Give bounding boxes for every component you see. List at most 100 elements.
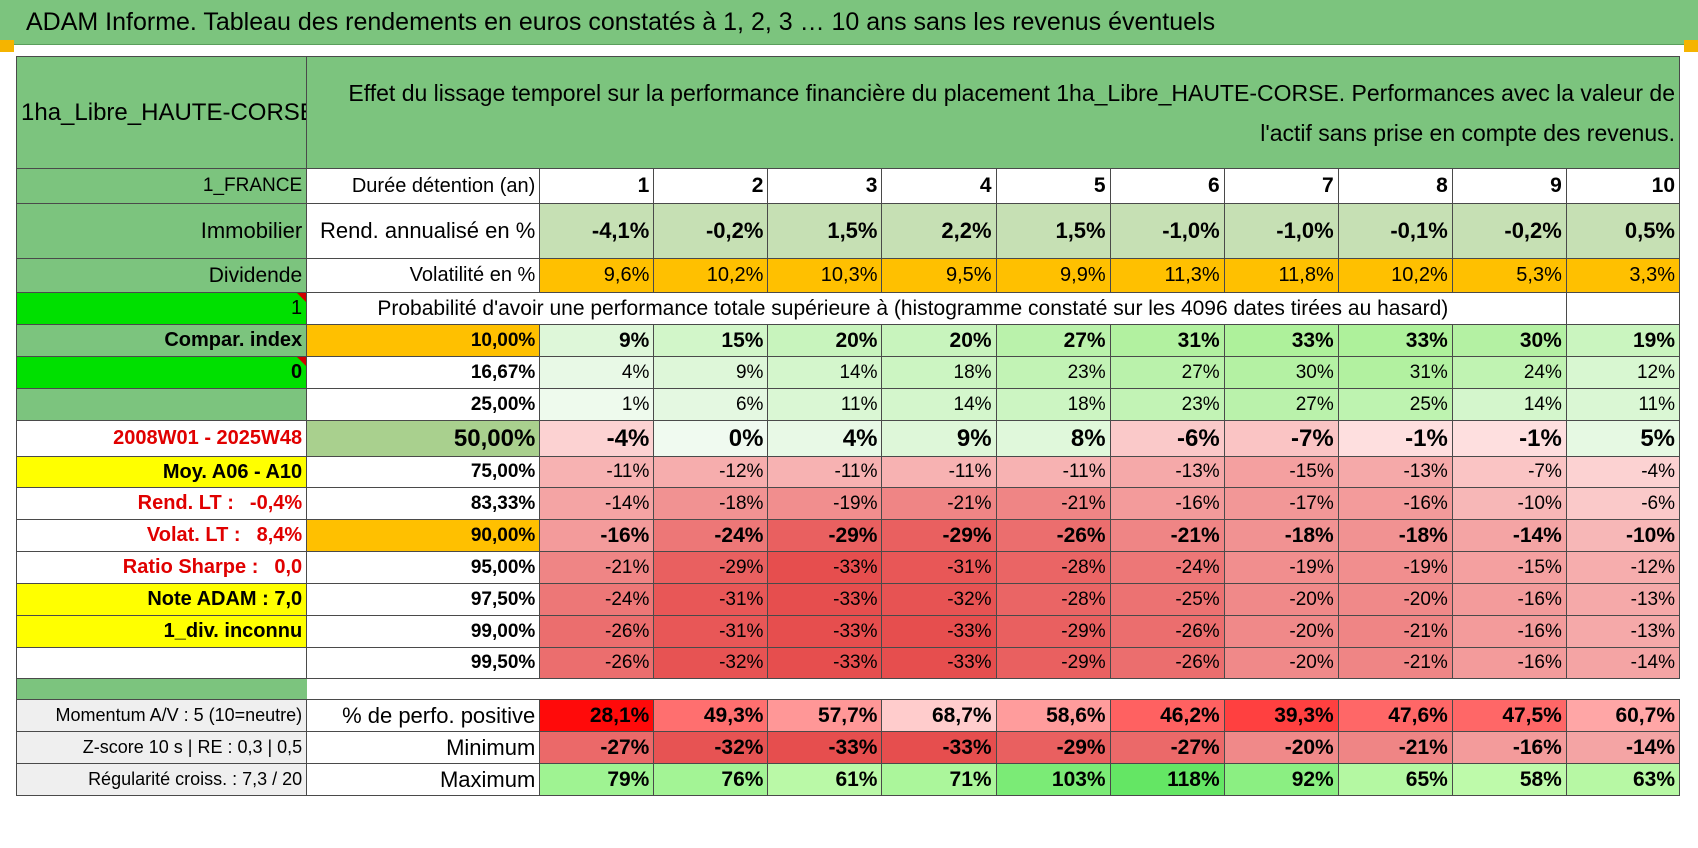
percentile-row: Ratio Sharpe :0,0 95,00% -21% -29% -33% -31% -…: [15, 551, 1681, 584]
percentile-label: 99,00%: [306, 615, 541, 648]
minimum-cell-3: -33%: [767, 731, 883, 764]
percentile-value: -18%: [1337, 519, 1453, 552]
rend-cell-9: -0,2%: [1451, 203, 1567, 259]
percentile-value: -4%: [539, 420, 655, 457]
percentile-value: -16%: [1451, 615, 1567, 648]
percentile-value: -33%: [767, 583, 883, 616]
rend-lt-label: Rend. LT :: [137, 492, 234, 514]
percentile-row: 25,00% 1% 6% 11% 14% 18% 23% 27% 25% 14% 11%: [15, 388, 1681, 421]
percentile-value: 4%: [767, 420, 883, 457]
percentile-value: -20%: [1223, 647, 1339, 679]
percentile-value: -16%: [1451, 583, 1567, 616]
percentile-value: -21%: [881, 487, 997, 520]
percentile-value: -13%: [1565, 615, 1681, 648]
percentile-value: -28%: [995, 583, 1111, 616]
positive-perf-cell-6: 46,2%: [1109, 699, 1225, 732]
percentile-value: 14%: [881, 388, 997, 421]
empty-left-cell: [15, 647, 308, 679]
percentile-value: -14%: [1451, 519, 1567, 552]
percentile-value: -33%: [767, 647, 883, 679]
sharpe-ratio-value: 0,0: [274, 556, 303, 578]
percentile-row: Note ADAM : 7,0 97,50% -24% -31% -33% -32% -28…: [15, 583, 1681, 616]
percentile-value: -24%: [1109, 551, 1225, 584]
percentile-value: -26%: [1109, 647, 1225, 679]
rend-lt-value: -0,4%: [249, 492, 303, 514]
minimum-row: Z-score 10 s | RE : 0,3 | 0,5 Minimum -27%…: [15, 731, 1681, 764]
percentile-value: -29%: [881, 519, 997, 552]
note-adam: Note ADAM : 7,0: [15, 583, 308, 616]
rend-cell-10: 0,5%: [1565, 203, 1681, 259]
percentile-value: 24%: [1451, 356, 1567, 389]
percentile-value: 20%: [767, 324, 883, 357]
percentile-value: -7%: [1451, 456, 1567, 488]
category-label: Immobilier: [15, 203, 308, 259]
percentile-value: 11%: [767, 388, 883, 421]
percentile-value: -13%: [1565, 583, 1681, 616]
percentile-value: 18%: [881, 356, 997, 389]
rend-cell-6: -1,0%: [1109, 203, 1225, 259]
compar-index-label: Compar. index: [15, 324, 308, 357]
positive-perf-cell-3: 57,7%: [767, 699, 883, 732]
percentile-value: -10%: [1451, 487, 1567, 520]
percentile-value: -29%: [995, 615, 1111, 648]
percentile-value: -33%: [881, 647, 997, 679]
year-header-2: 2: [653, 168, 769, 204]
percentile-value: -31%: [653, 615, 769, 648]
percentile-value: -13%: [1337, 456, 1453, 488]
volat-lt-label: Volat. LT :: [146, 524, 241, 546]
empty-cell: [1565, 292, 1681, 325]
volatility-cell-4: 9,5%: [881, 258, 997, 293]
percentile-value: 6%: [653, 388, 769, 421]
flag-2-cell[interactable]: 0: [15, 356, 308, 389]
percentile-value: -26%: [995, 519, 1111, 552]
percentile-label: 83,33%: [306, 487, 541, 520]
maximum-cell-10: 63%: [1565, 763, 1681, 796]
spacer-green-cell: [15, 678, 307, 700]
volatility-cell-6: 11,3%: [1109, 258, 1225, 293]
percentile-value: -24%: [653, 519, 769, 552]
volatility-cell-7: 11,8%: [1223, 258, 1339, 293]
percentile-value: 12%: [1565, 356, 1681, 389]
period-label: 2008W01 - 2025W48: [15, 420, 308, 457]
percentile-value: 20%: [881, 324, 997, 357]
percentile-value: 19%: [1565, 324, 1681, 357]
percentile-value: -17%: [1223, 487, 1339, 520]
percentile-value: -25%: [1109, 583, 1225, 616]
percentile-row: 0 16,67% 4% 9% 14% 18% 23% 27% 30% 31% 24% 12%: [15, 356, 1681, 389]
year-header-4: 4: [881, 168, 997, 204]
percentile-value: 23%: [995, 356, 1111, 389]
percentile-value: 33%: [1223, 324, 1339, 357]
percentile-value: -13%: [1109, 456, 1225, 488]
percentile-value: -1%: [1337, 420, 1453, 457]
percentile-value: -19%: [767, 487, 883, 520]
percentile-value: -11%: [767, 456, 883, 488]
percentile-value: -6%: [1565, 487, 1681, 520]
percentile-label: 10,00%: [306, 324, 541, 357]
percentile-value: 27%: [995, 324, 1111, 357]
volatility-cell-9: 5,3%: [1451, 258, 1567, 293]
minimum-cell-10: -14%: [1565, 731, 1681, 764]
maximum-cell-2: 76%: [653, 763, 769, 796]
percentile-row: Volat. LT :8,4% 90,00% -16% -24% -29% -29% -26…: [15, 519, 1681, 552]
percentile-row: Rend. LT : -0,4% 83,33% -14% -18% -19% -21% -21…: [15, 487, 1681, 520]
flag-1-cell[interactable]: 1: [15, 292, 308, 325]
percentile-value: 15%: [653, 324, 769, 357]
positive-perf-cell-8: 47,6%: [1337, 699, 1453, 732]
percentile-value: -14%: [539, 487, 655, 520]
probability-title: Probabilité d'avoir une performance tota…: [306, 292, 1453, 325]
positive-perf-cell-10: 60,7%: [1565, 699, 1681, 732]
performance-sheet: 1ha_Libre_HAUTE-CORSE Effet du lissage t…: [15, 56, 1681, 840]
corner-marker-right: [1684, 40, 1698, 52]
volatility-cell-5: 9,9%: [995, 258, 1111, 293]
percentile-value: 1%: [539, 388, 655, 421]
table-description: Effet du lissage temporel sur la perform…: [306, 56, 1680, 169]
rend-cell-8: -0,1%: [1337, 203, 1453, 259]
year-header-6: 6: [1109, 168, 1225, 204]
percentile-row: 1_div. inconnu 99,00% -26% -31% -33% -33% -29%…: [15, 615, 1681, 648]
percentile-value: -15%: [1451, 551, 1567, 584]
percentile-value: -20%: [1337, 583, 1453, 616]
percentile-value: 9%: [881, 420, 997, 457]
year-header-1: 1: [539, 168, 655, 204]
regularite-label: Régularité croiss. : 7,3 / 20: [15, 763, 308, 796]
percentile-value: -12%: [653, 456, 769, 488]
